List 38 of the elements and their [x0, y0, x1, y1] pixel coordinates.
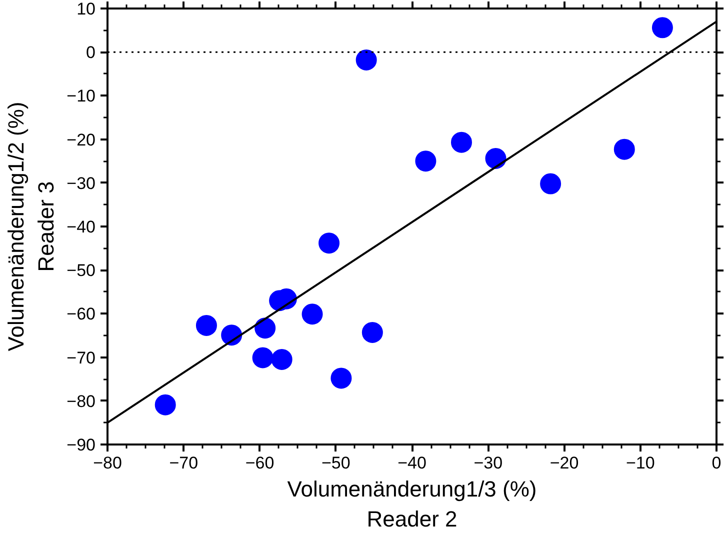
point — [330, 368, 352, 389]
point — [450, 132, 472, 153]
y-tick-label: −20 — [66, 130, 96, 150]
y-tick-label: −60 — [66, 304, 96, 324]
x-tick-label: −10 — [626, 454, 655, 472]
y-tick-label: 10 — [76, 0, 96, 18]
y-tick-label: −40 — [66, 218, 96, 236]
y-tick-label: −80 — [66, 392, 96, 411]
x-tick-label: −80 — [93, 454, 122, 472]
y-tick-label: −50 — [66, 261, 96, 280]
x-tick-label: 0 — [712, 454, 722, 472]
x-tick-label: −70 — [169, 454, 198, 472]
point — [302, 304, 323, 325]
y-axis-title: Volumenänderung1/2 (%) Reader 3 — [4, 102, 59, 352]
y-tick-label: −10 — [66, 86, 96, 106]
y-tick-label: 0 — [86, 43, 96, 62]
x-tick-label: −60 — [245, 454, 274, 472]
point — [318, 232, 340, 254]
point — [362, 322, 383, 343]
x-tick-label: −50 — [321, 454, 350, 472]
point — [614, 138, 635, 160]
x-tick-label: −30 — [474, 454, 503, 472]
point — [271, 349, 292, 370]
point — [540, 173, 562, 194]
point — [254, 318, 276, 339]
y-tick-label: −30 — [66, 174, 96, 193]
point — [154, 394, 176, 416]
point — [196, 314, 217, 336]
point — [356, 49, 377, 70]
y-tick-label: −70 — [66, 348, 96, 368]
x-axis-title: Volumenänderung1/3 (%) Reader 2 — [287, 476, 537, 532]
x-tick-label: −40 — [398, 454, 426, 472]
point — [652, 17, 673, 38]
point — [485, 148, 506, 169]
point — [415, 150, 436, 172]
y-tick-label: −90 — [66, 436, 96, 454]
point — [252, 347, 274, 368]
x-tick-label: −20 — [550, 454, 579, 472]
